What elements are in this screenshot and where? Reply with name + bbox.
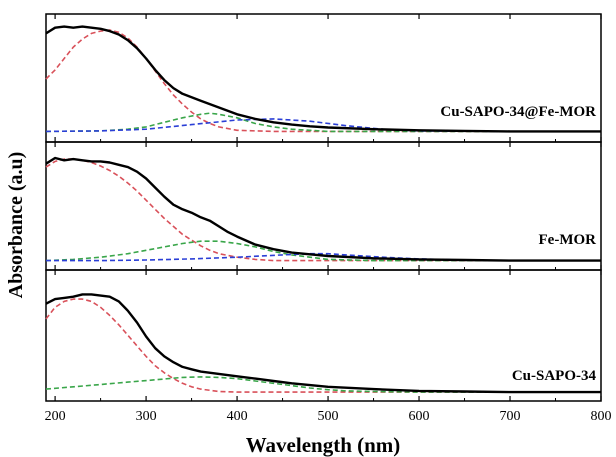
panel-label: Cu-SAPO-34	[512, 368, 597, 384]
series-measured	[45, 293, 601, 394]
panel-label: Cu-SAPO-34@Fe-MOR	[440, 104, 596, 120]
series-measured	[45, 156, 601, 262]
plot-panels: Cu-SAPO-34@Fe-MOR Fe-MOR Cu-SAPO-34	[45, 13, 602, 402]
x-tick-label: 500	[318, 409, 339, 424]
series-band-uv	[45, 158, 601, 262]
x-axis-title: Wavelength (nm)	[246, 433, 401, 457]
x-tick-label: 200	[45, 409, 66, 424]
y-axis-title: Absorbance (a.u)	[5, 152, 27, 299]
panel-label: Fe-MOR	[539, 232, 597, 248]
x-tick-label: 600	[409, 409, 430, 424]
x-tick-label: 400	[227, 409, 248, 424]
panel-2: Fe-MOR	[45, 141, 602, 271]
series-band-mid	[45, 240, 601, 262]
x-tick-label: 700	[500, 409, 521, 424]
x-tick-label: 800	[591, 409, 612, 424]
series-band-mid	[45, 376, 601, 393]
series-band-vis	[45, 118, 601, 133]
series-measured	[45, 25, 601, 133]
panel-frame	[45, 13, 602, 143]
panel-1: Cu-SAPO-34@Fe-MOR	[45, 13, 602, 143]
panel-3: Cu-SAPO-34	[45, 269, 602, 402]
panel-frame	[45, 269, 602, 402]
panel-frame	[45, 141, 602, 271]
x-tick-label: 300	[136, 409, 157, 424]
x-axis-ticks: 200 300 400 500 600 700 800	[45, 409, 612, 424]
series-band-uv	[45, 298, 601, 393]
series-band-mid	[45, 112, 601, 133]
